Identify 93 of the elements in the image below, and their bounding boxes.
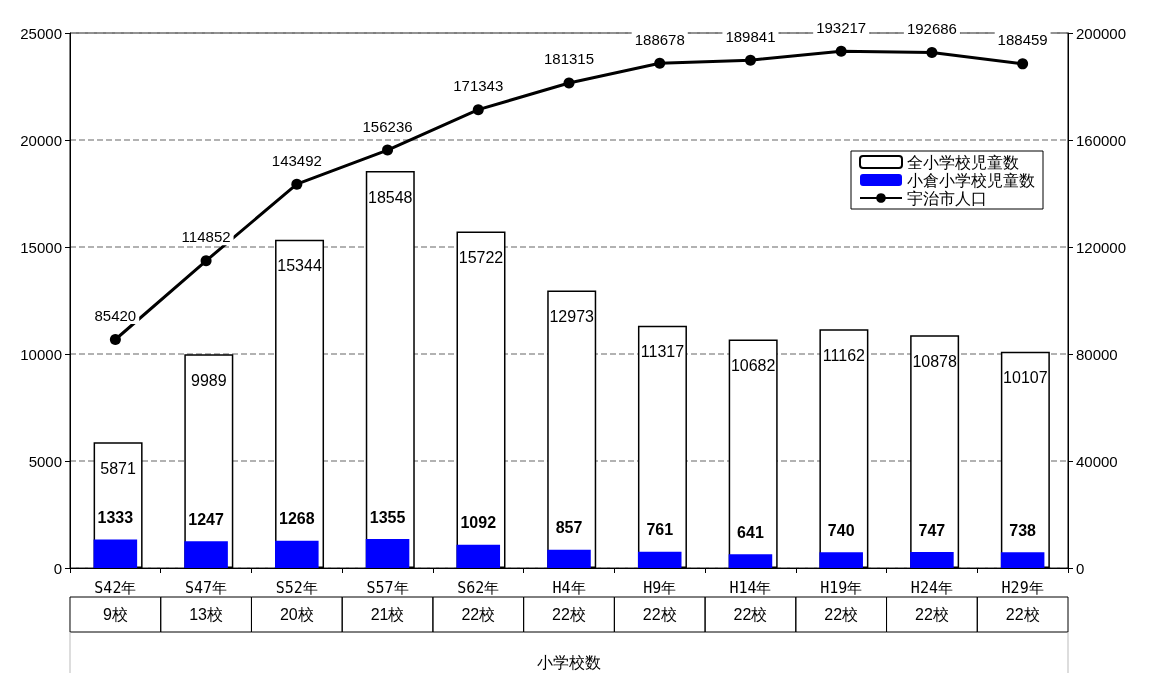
bar — [1000, 552, 1045, 568]
data-label: 5871 — [100, 459, 136, 477]
text: 22校 — [824, 606, 859, 623]
y2-tick-label: 40000 — [1076, 452, 1118, 470]
bar — [184, 541, 228, 568]
data-label: 15722 — [458, 249, 504, 267]
bar — [819, 552, 863, 568]
data-label: 10682 — [730, 356, 776, 374]
x-tick-label: H24年 — [910, 578, 953, 597]
y-tick-label: 15000 — [20, 238, 62, 256]
x-tick-label: S52年 — [275, 578, 318, 597]
point — [926, 47, 938, 59]
text: 21校 — [370, 606, 405, 623]
data-label: 181315 — [543, 50, 595, 68]
x-tick-label: S57年 — [366, 578, 409, 597]
data-label: 15344 — [277, 257, 322, 275]
bar — [275, 540, 319, 568]
point — [291, 178, 303, 190]
point — [744, 54, 756, 66]
point — [109, 334, 121, 345]
x-tick-label: H14年 — [729, 578, 772, 597]
data-label: 171343 — [453, 77, 504, 95]
text: 9校 — [102, 606, 128, 623]
data-label: 9989 — [191, 371, 227, 389]
data-label: 1333 — [97, 508, 134, 526]
data-label: 85420 — [94, 307, 137, 324]
point — [382, 144, 394, 156]
bar — [93, 539, 138, 568]
bar — [910, 552, 954, 568]
text: 22校 — [552, 606, 586, 623]
data-label: 1092 — [460, 514, 497, 532]
data-label: 189841 — [725, 27, 776, 45]
bar — [637, 551, 682, 568]
legend-label: 全小学校児童数 — [907, 153, 1019, 171]
point — [563, 77, 575, 89]
data-label: 10878 — [912, 352, 957, 370]
data-label: 143492 — [271, 151, 322, 169]
x-tick-label: S47年 — [185, 578, 228, 597]
y-tick-label: 25000 — [20, 24, 62, 42]
data-label: 12973 — [549, 307, 595, 325]
y2-tick-label: 200000 — [1076, 24, 1127, 42]
data-label: 11317 — [640, 343, 685, 361]
data-label: 193217 — [816, 18, 867, 36]
legend-label: 宇治市人口 — [907, 189, 987, 207]
data-label: 188459 — [997, 31, 1048, 49]
point — [200, 255, 212, 267]
data-label: 1247 — [188, 510, 224, 528]
data-label: 11162 — [822, 346, 866, 364]
y2-tick-label: 80000 — [1076, 345, 1118, 363]
data-label: 114852 — [181, 228, 231, 246]
x-tick-label: H29年 — [1001, 578, 1044, 597]
text: 13校 — [189, 606, 223, 623]
point — [1017, 58, 1029, 70]
bar — [365, 539, 410, 568]
data-label: 740 — [827, 521, 855, 539]
data-label: 738 — [1009, 521, 1037, 539]
x-axis-title: 小学校数 — [537, 653, 601, 671]
data-label: 18548 — [368, 188, 413, 206]
x-tick-label: H4年 — [552, 578, 586, 597]
data-label: 641 — [737, 523, 764, 541]
bar — [456, 544, 501, 568]
y-tick-label: 0 — [53, 559, 62, 577]
y-tick-label: 20000 — [20, 131, 62, 149]
y2-tick-label: 0 — [1076, 559, 1085, 577]
y-tick-label: 10000 — [20, 345, 62, 363]
data-label: 857 — [555, 519, 583, 537]
data-label: 192686 — [906, 20, 957, 38]
x-tick-label: H9年 — [643, 578, 677, 597]
y-tick-label: 5000 — [28, 452, 62, 470]
x-tick-label: H19年 — [820, 578, 863, 597]
data-label: 188678 — [634, 30, 685, 48]
data-label: 761 — [646, 521, 674, 539]
x-tick-label: S62年 — [457, 578, 500, 597]
data-label: 1355 — [369, 508, 406, 526]
y2-tick-label: 120000 — [1076, 238, 1127, 256]
bar — [728, 554, 773, 568]
text: 22校 — [461, 606, 496, 623]
point — [835, 45, 847, 57]
data-label: 10107 — [1003, 369, 1048, 387]
x-tick-label: S42年 — [94, 578, 137, 597]
legend-label: 小倉小学校児童数 — [907, 171, 1035, 189]
text: 20校 — [279, 606, 314, 623]
data-label: 156236 — [362, 117, 413, 135]
point — [654, 57, 666, 69]
y2-tick-label: 160000 — [1076, 131, 1127, 149]
text: 22校 — [915, 606, 949, 623]
point — [472, 104, 484, 116]
data-label: 1268 — [279, 510, 315, 528]
text: 22校 — [733, 606, 768, 623]
data-label: 747 — [918, 521, 946, 539]
text: 22校 — [1005, 606, 1040, 623]
text: 22校 — [642, 606, 677, 623]
bar — [547, 549, 591, 568]
